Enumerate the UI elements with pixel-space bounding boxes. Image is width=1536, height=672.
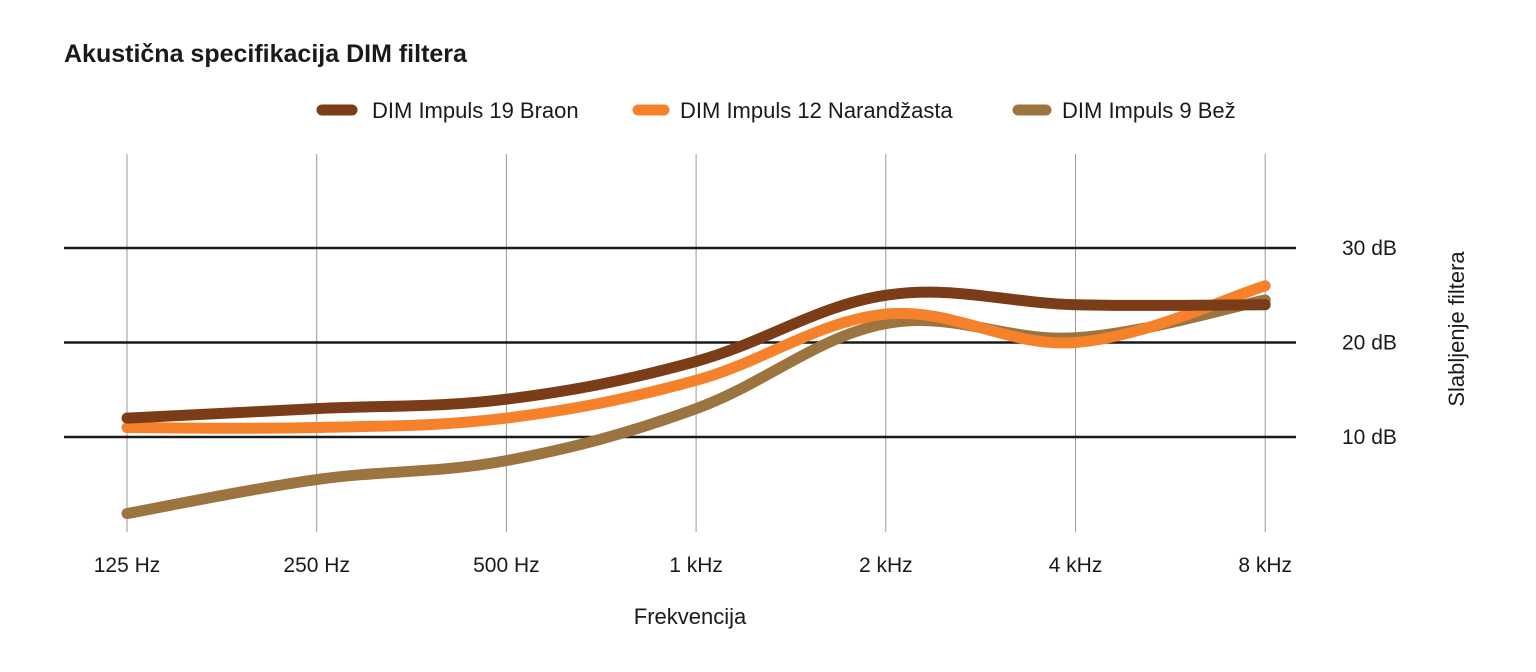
y-tick-label: 20 dB [1342, 332, 1397, 355]
series-line [121, 286, 1271, 424]
legend-label: DIM Impuls 9 Bež [1062, 98, 1236, 123]
series-line [121, 280, 1271, 434]
x-tick-label: 4 kHz [1049, 554, 1103, 577]
x-tick-label: 125 Hz [94, 554, 161, 577]
x-tick-labels: 125 Hz 250 Hz 500 Hz 1 kHz 2 kHz 4 kHz 8 kHz [94, 554, 1292, 577]
y-tick-labels: 10 dB 20 dB 30 dB [1342, 237, 1397, 449]
legend-label: DIM Impuls 19 Braon [372, 98, 579, 123]
x-axis-label: Frekvencija [634, 604, 747, 629]
legend-label: DIM Impuls 12 Narandžasta [680, 98, 953, 123]
chart-title: Akustična specifikacija DIM filtera [64, 40, 467, 68]
y-tick-label: 30 dB [1342, 237, 1397, 260]
x-tick-label: 500 Hz [473, 554, 540, 577]
x-tick-label: 250 Hz [283, 554, 350, 577]
legend: DIM Impuls 19 Braon DIM Impuls 12 Narandž… [316, 98, 1236, 123]
y-axis-label: Slabljenje filtera [1444, 251, 1469, 407]
x-tick-label: 2 kHz [859, 554, 913, 577]
y-tick-label: 10 dB [1342, 426, 1397, 449]
series-lines [121, 280, 1271, 520]
x-tick-label: 1 kHz [669, 554, 723, 577]
x-tick-label: 8 kHz [1238, 554, 1292, 577]
